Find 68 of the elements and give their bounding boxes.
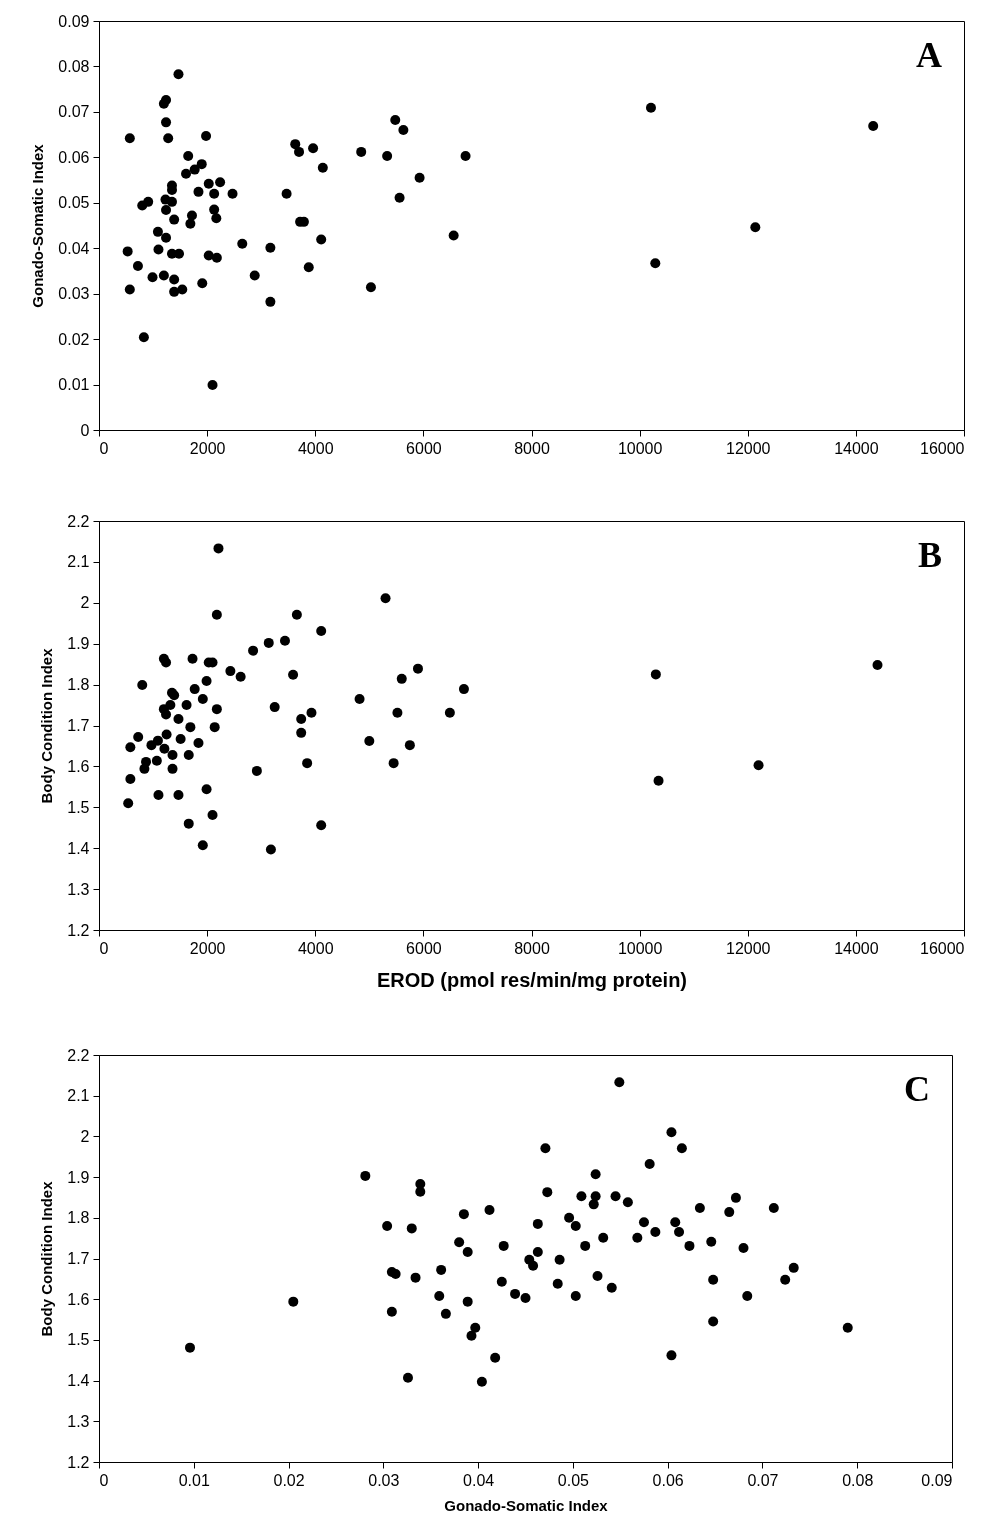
x-tick-label: 2000 (189, 939, 226, 957)
y-tick-label: 1.8 (67, 1209, 90, 1227)
y-tick-label: 0.03 (58, 285, 90, 303)
y-tick-label: 1.6 (67, 1290, 90, 1308)
y-tick-label: 1.9 (67, 1168, 90, 1186)
y-tick-label: 0.05 (58, 194, 90, 212)
y-tick-label: 1.8 (67, 676, 90, 694)
y-axis-title: Gonado-Somatic Index (29, 143, 47, 308)
y-tick-label: 1.5 (67, 1331, 90, 1349)
x-axis-title: Gonado-Somatic Index (444, 1496, 609, 1514)
x-tick-label: 16000 (920, 439, 965, 457)
y-tick-label: 1.4 (67, 839, 90, 857)
x-tick-label: 0.09 (921, 1471, 953, 1489)
x-tick-label: 10000 (617, 939, 663, 957)
annotation: C (904, 1069, 930, 1109)
annotation: B (917, 535, 942, 575)
x-tick-label: 0.03 (368, 1471, 400, 1489)
x-tick-label: 0.08 (842, 1471, 874, 1489)
y-tick-label: 1.6 (67, 757, 90, 775)
y-tick-label: 1.3 (67, 880, 90, 898)
y-tick-label: 1.2 (67, 921, 90, 939)
y-axis-title: Body Condition Index (38, 647, 56, 804)
x-tick-label: 10000 (617, 439, 663, 457)
y-tick-label: 2.1 (67, 553, 90, 571)
x-tick-label: 0.04 (463, 1471, 495, 1489)
x-tick-label: 0.02 (273, 1471, 305, 1489)
x-tick-label: 0.06 (652, 1471, 684, 1489)
y-tick-label: 2.2 (67, 1046, 90, 1064)
x-tick-label: 8000 (514, 439, 550, 457)
x-tick-label: 16000 (920, 939, 965, 957)
y-tick-label: 2.2 (67, 512, 90, 530)
y-tick-label: 0.02 (58, 330, 90, 348)
y-tick-label: 1.5 (67, 798, 90, 816)
x-axis-title: EROD (pmol res/min/mg protein) (376, 968, 688, 991)
x-tick-label: 6000 (406, 439, 442, 457)
y-tick-label: 1.3 (67, 1412, 90, 1430)
x-tick-label: 8000 (514, 939, 550, 957)
x-tick-label: 2000 (189, 439, 226, 457)
y-tick-label: 2.1 (67, 1087, 90, 1105)
y-tick-label: 1.2 (67, 1453, 90, 1471)
y-axis-title: Body Condition Index (38, 1180, 56, 1337)
y-tick-label: 1.7 (67, 1250, 90, 1267)
x-tick-label: 12000 (726, 939, 771, 957)
x-tick-label: 14000 (834, 939, 879, 957)
x-tick-label: 0.07 (747, 1471, 779, 1489)
x-tick-label: 4000 (297, 439, 334, 457)
x-tick-label: 0 (99, 1471, 109, 1489)
y-tick-label: 0.01 (58, 376, 90, 394)
x-tick-label: 4000 (297, 939, 334, 957)
x-tick-label: 0.01 (178, 1471, 210, 1489)
y-tick-label: 0.08 (58, 57, 90, 75)
x-tick-label: 6000 (406, 939, 442, 957)
y-tick-label: 1.7 (67, 717, 90, 734)
annotation: A (916, 35, 942, 75)
y-tick-label: 0.06 (58, 148, 90, 166)
y-tick-label: 1.9 (67, 635, 90, 653)
x-tick-label: 0.05 (557, 1471, 590, 1489)
y-tick-label: 0.09 (58, 12, 90, 30)
x-tick-label: 14000 (834, 439, 879, 457)
x-tick-label: 12000 (726, 439, 771, 457)
x-tick-label: 0 (99, 439, 109, 457)
y-tick-label: 0.04 (58, 239, 90, 257)
x-tick-label: 0 (99, 939, 109, 957)
y-tick-label: 0 (80, 421, 90, 439)
y-tick-label: 0.07 (58, 103, 90, 121)
y-tick-label: 1.4 (67, 1372, 90, 1390)
y-tick-label: 2 (80, 1127, 90, 1145)
y-tick-label: 2 (80, 594, 90, 612)
